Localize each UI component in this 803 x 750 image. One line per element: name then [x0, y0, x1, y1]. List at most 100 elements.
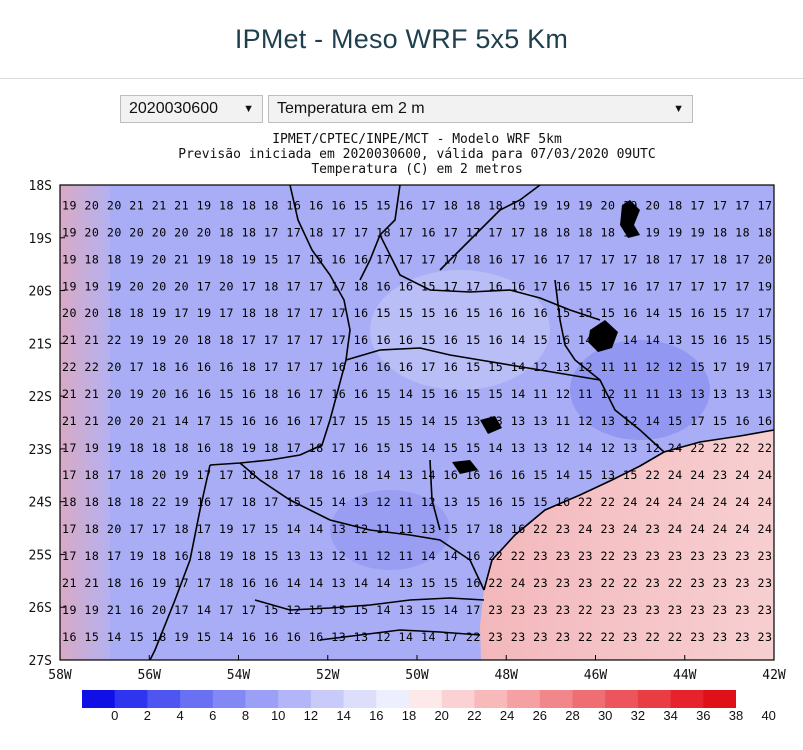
value-grid-row: 19 20 20 20 20 20 20 18 18 17 17 18 17 1… [62, 225, 772, 239]
colorbar-labels: 0 2 4 6 8 10 12 14 16 18 20 22 24 26 28 30 32 34 36 38 40 [0, 708, 803, 726]
colorbar-label: 32 [630, 708, 646, 723]
lon-label: 54W [227, 668, 251, 683]
map-plot-area: 19 20 20 21 21 21 19 18 18 18 16 16 16 1… [59, 184, 775, 661]
variable-value: Temperatura em 2 m [277, 100, 425, 117]
lon-label: 44W [673, 668, 697, 683]
coastline [483, 429, 775, 591]
value-grid-row: 16 15 14 15 18 19 15 14 16 16 16 16 13 1… [62, 630, 772, 644]
state-border [359, 184, 401, 281]
colorbar-swatch [572, 690, 606, 708]
value-grid-row: 21 21 20 20 21 14 17 15 16 16 16 17 17 1… [62, 414, 772, 428]
colorbar-label: 34 [663, 708, 678, 723]
colorbar-swatch [245, 690, 279, 708]
colorbar-swatch [376, 690, 410, 708]
colorbar-swatch [409, 690, 443, 708]
lat-label: 18S [29, 180, 52, 194]
map-title: IPMET/CPTEC/INPE/MCT - Modelo WRF 5km Pr… [60, 132, 774, 177]
chevron-down-icon: ▼ [243, 103, 254, 115]
colorbar-label: 28 [565, 708, 580, 723]
lon-label: 46W [584, 668, 608, 683]
value-grid-row: 19 19 19 20 20 20 17 20 17 18 17 17 17 1… [62, 279, 772, 293]
lat-label: 22S [29, 390, 52, 405]
colorbar-label: 20 [434, 708, 449, 723]
lon-label: 58W [48, 668, 72, 683]
colorbar-label: 26 [532, 708, 548, 723]
colorbar-label: 22 [467, 708, 482, 723]
value-grid-row: 19 19 21 16 20 17 14 17 17 15 12 15 15 1… [62, 603, 772, 617]
value-grid-row: 20 20 18 18 19 17 19 17 18 18 17 17 17 1… [62, 306, 772, 320]
map-title-line-2: Previsão iniciada em 2020030600, válida … [178, 147, 656, 162]
state-border [345, 347, 601, 381]
lat-label: 25S [29, 548, 52, 563]
map-title-line-3: Temperatura (C) em 2 metros [311, 162, 523, 177]
cold-core-patch [570, 340, 710, 440]
lake-shape [588, 320, 618, 352]
colorbar-label: 36 [696, 708, 711, 723]
lon-label: 42W [762, 668, 786, 683]
colorbar-swatch [82, 690, 116, 708]
variable-select[interactable]: Temperatura em 2 m ▼ [268, 95, 693, 123]
colorbar-label: 10 [270, 708, 286, 723]
colorbar-label: 6 [209, 708, 217, 723]
lat-label: 20S [29, 285, 52, 300]
app-header: IPMet - Meso WRF 5x5 Km [0, 0, 803, 79]
lake-shape [480, 416, 502, 434]
value-grid-row: 22 22 20 17 18 16 16 16 18 17 17 17 16 1… [62, 360, 772, 374]
country-border [149, 464, 211, 661]
state-border [239, 462, 485, 591]
colorbar-swatch [605, 690, 639, 708]
state-border [209, 184, 351, 466]
lat-label: 23S [29, 443, 52, 458]
lon-label: 50W [405, 668, 429, 683]
value-grid-row: 21 21 18 16 19 17 17 18 16 16 14 14 13 1… [62, 576, 772, 590]
colorbar-label: 40 [761, 708, 776, 723]
page-title: IPMet - Meso WRF 5x5 Km [234, 23, 569, 54]
state-border [429, 459, 441, 531]
colorbar-label: 14 [336, 708, 351, 723]
value-grid-row: 17 18 20 17 17 18 17 19 17 15 14 14 13 1… [62, 522, 772, 536]
colorbar-label: 16 [369, 708, 384, 723]
value-grid-row: 21 21 22 19 19 20 18 18 17 17 17 17 17 1… [62, 333, 772, 347]
colorbar-swatch [278, 690, 312, 708]
colorbar-label: 0 [111, 708, 119, 723]
value-grid-row: 17 19 19 18 18 18 16 18 19 18 17 18 17 1… [62, 441, 772, 455]
state-border [379, 234, 601, 321]
lat-label: 19S [29, 232, 52, 247]
lat-label: 27S [29, 654, 52, 669]
longitude-labels: 58W 56W 54W 52W 50W 48W 46W 44W 42W [48, 655, 786, 683]
colorbar-swatch [670, 690, 704, 708]
colorbar-label: 24 [499, 708, 515, 723]
colorbar-swatches [82, 690, 736, 708]
colorbar-swatch [703, 690, 736, 708]
colorbar-label: 30 [597, 708, 613, 723]
value-grid-row: 17 18 17 19 18 16 18 19 18 15 13 13 12 1… [62, 549, 772, 563]
west-warm-strip [60, 185, 110, 660]
colorbar-label: 2 [143, 708, 152, 723]
forecast-date-value: 2020030600 [129, 100, 218, 117]
colorbar-swatch [147, 690, 181, 708]
colorbar-swatch [343, 690, 377, 708]
lat-label: 21S [29, 337, 52, 352]
colorbar-label: 18 [401, 708, 417, 723]
colorbar-swatch [507, 690, 541, 708]
light-cool-patch [370, 270, 550, 390]
forecast-date-select[interactable]: 2020030600 ▼ [120, 95, 263, 123]
colorbar-label: 8 [241, 708, 250, 723]
lakes [452, 200, 640, 474]
lat-label: 26S [29, 601, 52, 616]
value-grid-row: 19 20 20 21 21 21 19 18 18 18 16 16 16 1… [62, 198, 772, 212]
state-border [439, 184, 541, 271]
lake-shape [620, 200, 640, 238]
colorbar-swatch [637, 690, 672, 708]
colorbar-swatch [212, 690, 246, 708]
cold-core-patch [330, 490, 450, 570]
latitude-labels: 18S 19S 20S 21S 22S 23S 24S 25S 26S 27S [29, 180, 65, 669]
value-grid-row: 17 18 17 18 20 19 17 17 18 18 17 18 16 1… [62, 468, 772, 482]
ocean-warm-region [480, 430, 774, 660]
controls-bar: 2020030600 ▼ Temperatura em 2 m ▼ [120, 95, 693, 123]
value-grid-row: 18 18 18 18 22 19 16 17 18 17 15 15 14 1… [62, 495, 772, 509]
state-boundaries [149, 184, 775, 661]
colorbar-swatch [310, 690, 345, 708]
colorbar-swatch [114, 690, 148, 708]
temperature-map: 19 20 20 21 21 21 19 18 18 18 16 16 16 1… [29, 180, 786, 683]
